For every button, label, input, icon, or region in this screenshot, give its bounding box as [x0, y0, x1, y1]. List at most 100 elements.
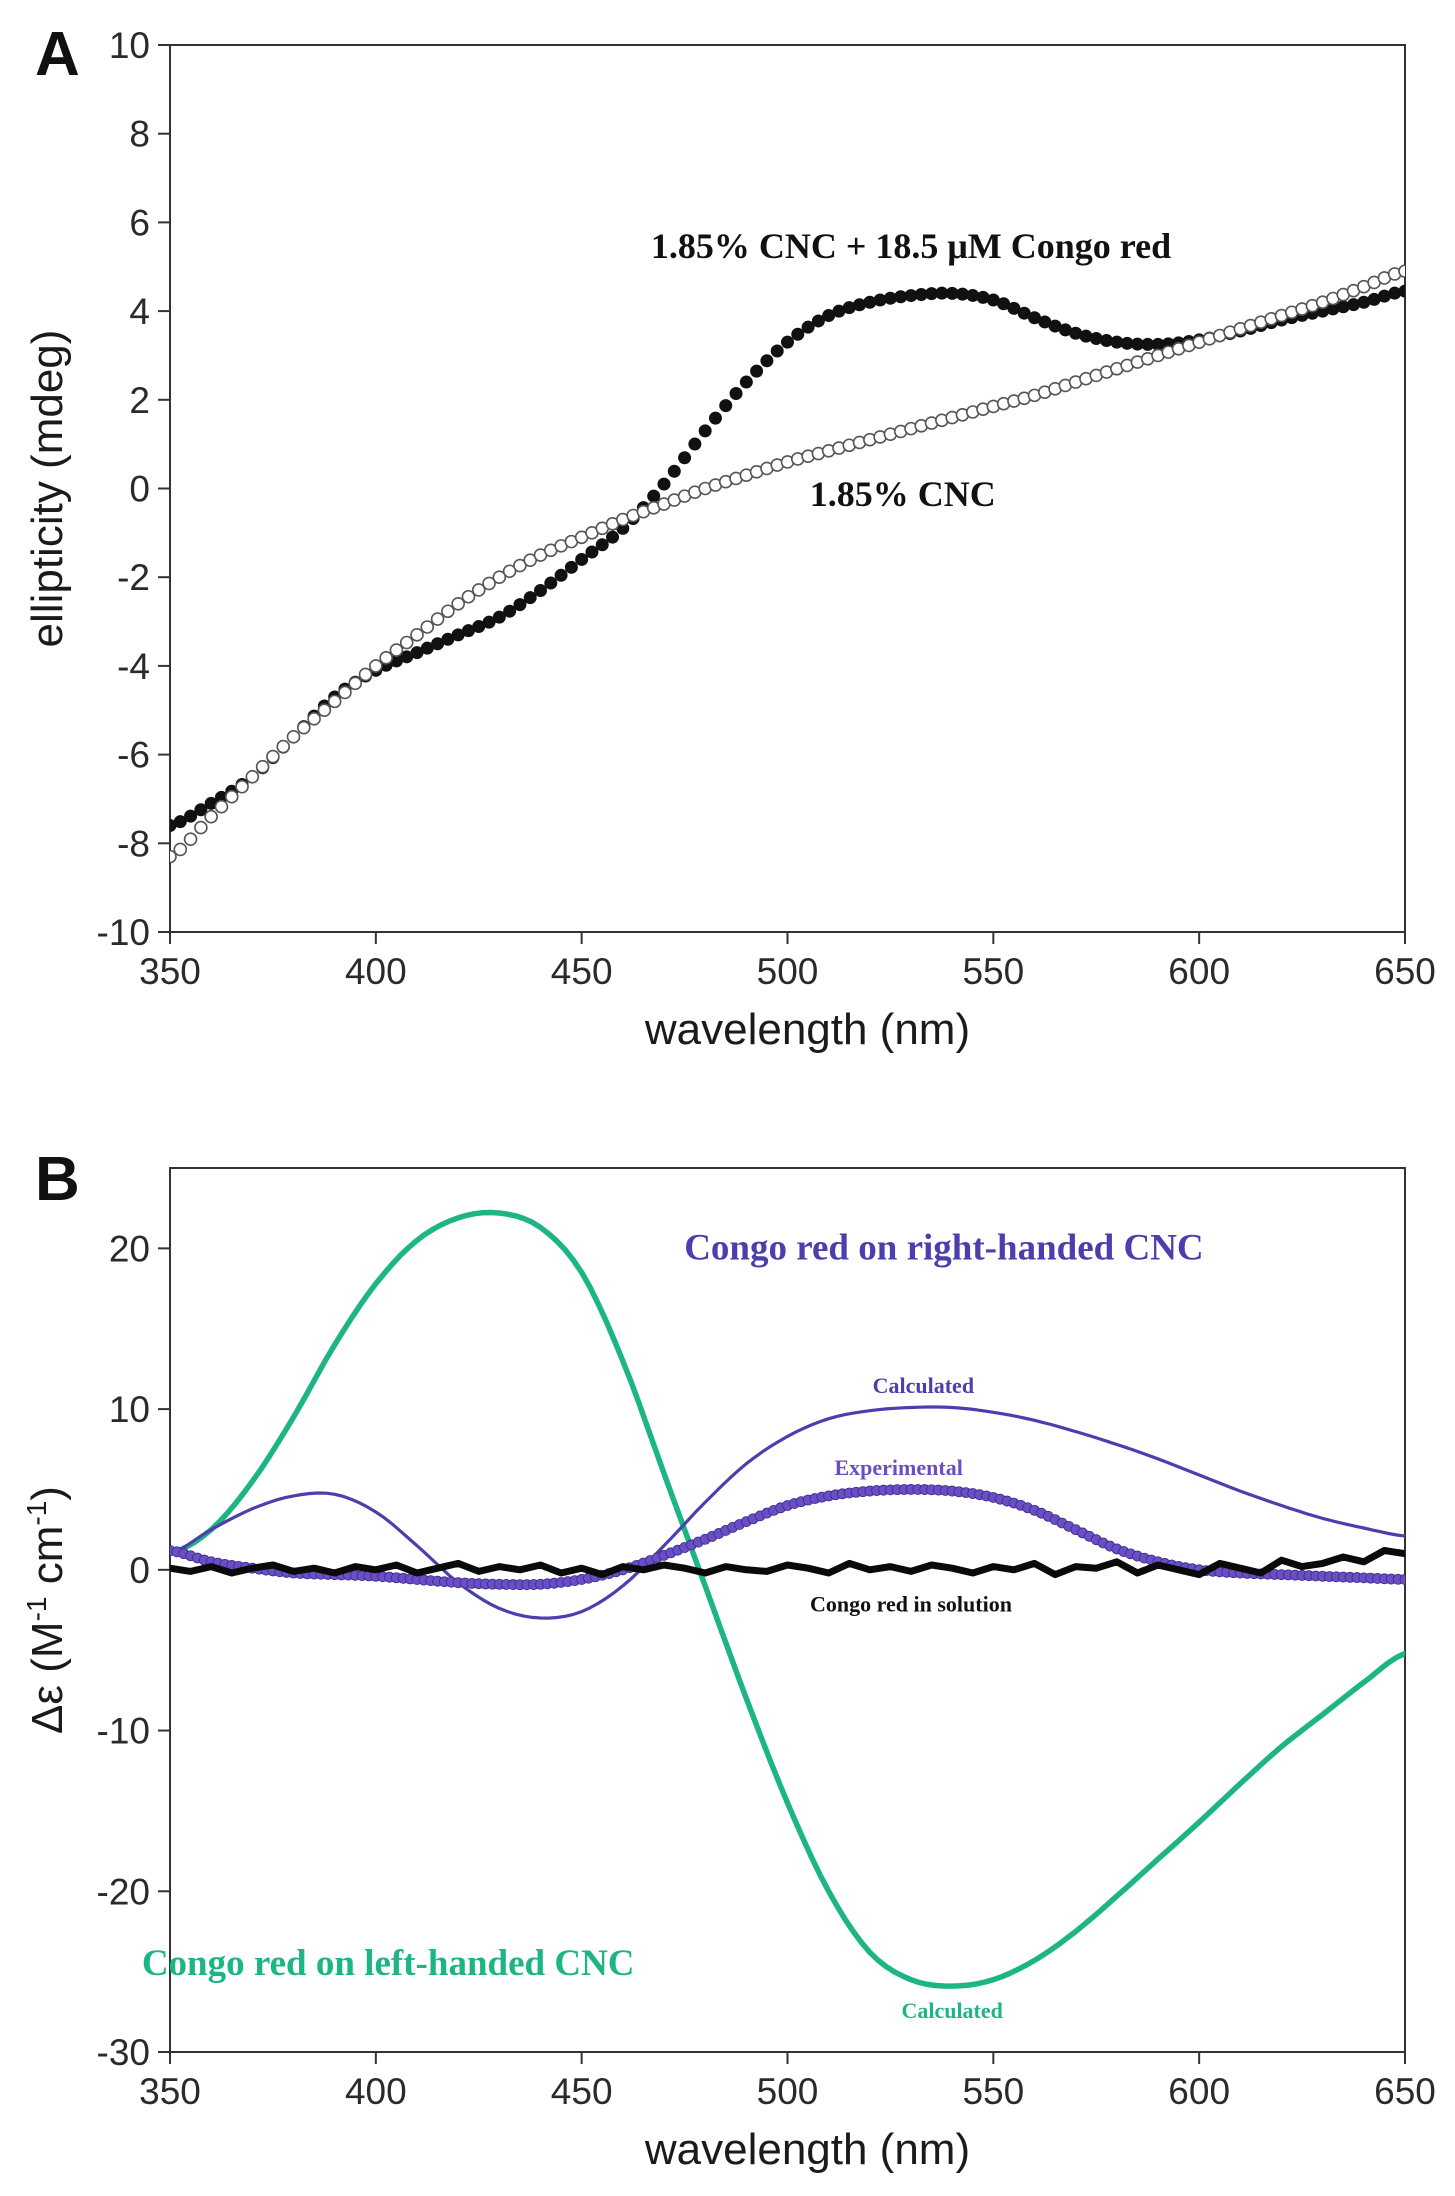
- x-tick-label: 450: [551, 2071, 613, 2112]
- y-axis-title-superscript: -1: [21, 1501, 52, 1526]
- data-point: [502, 564, 517, 579]
- data-point: [708, 411, 722, 425]
- plot-area: [170, 1209, 1405, 1989]
- data-point: [698, 424, 712, 438]
- y-tick-label: 8: [129, 114, 150, 155]
- y-axis-title-superscript: -1: [21, 1597, 52, 1622]
- panel-b: B 350 400 450 500 550 600 650 -30 -20 -10 0 10 20 wave…: [21, 1145, 1436, 2174]
- data-point: [338, 685, 352, 700]
- y-tick-label: 6: [129, 202, 150, 243]
- data-point: [554, 568, 568, 582]
- annotation: Calculated: [873, 1373, 974, 1398]
- x-axis-title: wavelength (nm): [644, 1005, 970, 1054]
- data-point: [595, 538, 609, 552]
- data-point: [170, 849, 177, 864]
- data-point: [327, 694, 342, 709]
- x-tick-label: 350: [139, 951, 201, 992]
- data-point: [719, 399, 733, 413]
- x-tick-label: 450: [551, 951, 613, 992]
- y-tick-label: -6: [117, 735, 150, 776]
- data-point: [811, 314, 825, 328]
- x-tick-label: 350: [139, 2071, 201, 2112]
- annotation: Congo red on left-handed CNC: [142, 1943, 635, 1984]
- data-point: [801, 320, 815, 334]
- data-point: [441, 604, 455, 619]
- data-point: [760, 354, 774, 368]
- data-point: [513, 558, 527, 573]
- series-1: [170, 1209, 1405, 1989]
- y-tick-label: -30: [97, 2032, 150, 2073]
- data-point: [534, 584, 547, 598]
- data-point: [647, 489, 661, 503]
- data-point: [204, 809, 218, 824]
- data-point: [678, 451, 692, 465]
- data-point: [266, 749, 280, 764]
- data-point: [389, 643, 404, 657]
- y-tick-label: -2: [117, 557, 150, 598]
- y-axis-title: Δε (M-1 cm-1): [21, 1486, 72, 1734]
- y-tick-label: -20: [97, 1871, 150, 1912]
- data-point: [224, 789, 239, 804]
- data-point: [688, 437, 702, 451]
- y-axis-title-part: ): [23, 1486, 72, 1501]
- x-tick-label: 650: [1374, 2071, 1436, 2112]
- data-point: [471, 583, 486, 597]
- y-tick-label: 0: [129, 1550, 150, 1591]
- y-tick-label: -10: [97, 1711, 150, 1752]
- data-point: [739, 375, 753, 389]
- y-axis-title: ellipticity (mdeg): [23, 330, 72, 648]
- data-point: [255, 759, 270, 774]
- annotation: Congo red in solution: [810, 1592, 1012, 1617]
- data-point: [194, 820, 208, 835]
- data-point: [781, 335, 794, 349]
- data-point: [729, 387, 743, 401]
- annotation: 1.85% CNC + 18.5 μM Congo red: [651, 226, 1171, 266]
- data-point: [750, 364, 764, 378]
- data-point: [1398, 284, 1405, 298]
- annotation: Experimental: [834, 1455, 962, 1480]
- x-tick-label: 550: [962, 2071, 1024, 2112]
- annotation: Calculated: [901, 1998, 1002, 2023]
- y-axis-title-part: cm: [23, 1526, 72, 1597]
- y-tick-label: -4: [117, 646, 150, 687]
- data-point: [482, 615, 496, 629]
- data-point: [430, 612, 445, 626]
- x-tick-label: 500: [757, 2071, 819, 2112]
- data-point: [492, 610, 506, 624]
- x-tick-label: 600: [1168, 2071, 1230, 2112]
- x-tick-label: 400: [345, 951, 407, 992]
- y-tick-label: 10: [109, 1389, 150, 1430]
- data-point: [523, 591, 537, 605]
- data-point: [399, 635, 414, 650]
- series-2: [170, 1405, 1405, 1620]
- data-point: [667, 464, 681, 478]
- data-point: [194, 803, 208, 817]
- series-line: [170, 1209, 1405, 1989]
- x-tick-label: 550: [962, 951, 1024, 992]
- panel-label: B: [35, 1145, 80, 1214]
- data-point: [770, 344, 784, 358]
- data-point: [358, 667, 373, 682]
- data-point: [286, 730, 301, 744]
- data-point: [513, 598, 527, 612]
- data-point: [173, 842, 188, 857]
- x-tick-label: 500: [757, 951, 819, 992]
- y-tick-label: -10: [97, 912, 150, 953]
- series-line: [170, 1547, 1405, 1579]
- data-point: [235, 779, 249, 794]
- y-tick-label: 20: [109, 1228, 150, 1269]
- data-point: [657, 477, 671, 491]
- data-point: [173, 815, 187, 829]
- y-tick-label: 10: [109, 25, 150, 66]
- data-point: [544, 576, 558, 590]
- data-point: [564, 560, 578, 574]
- data-point: [245, 769, 260, 784]
- series-4: [170, 1547, 1405, 1579]
- data-point: [606, 530, 620, 544]
- y-tick-label: -8: [117, 823, 150, 864]
- x-axis-title: wavelength (nm): [644, 2125, 970, 2174]
- series-line: [170, 1405, 1405, 1620]
- y-tick-label: 2: [129, 380, 150, 421]
